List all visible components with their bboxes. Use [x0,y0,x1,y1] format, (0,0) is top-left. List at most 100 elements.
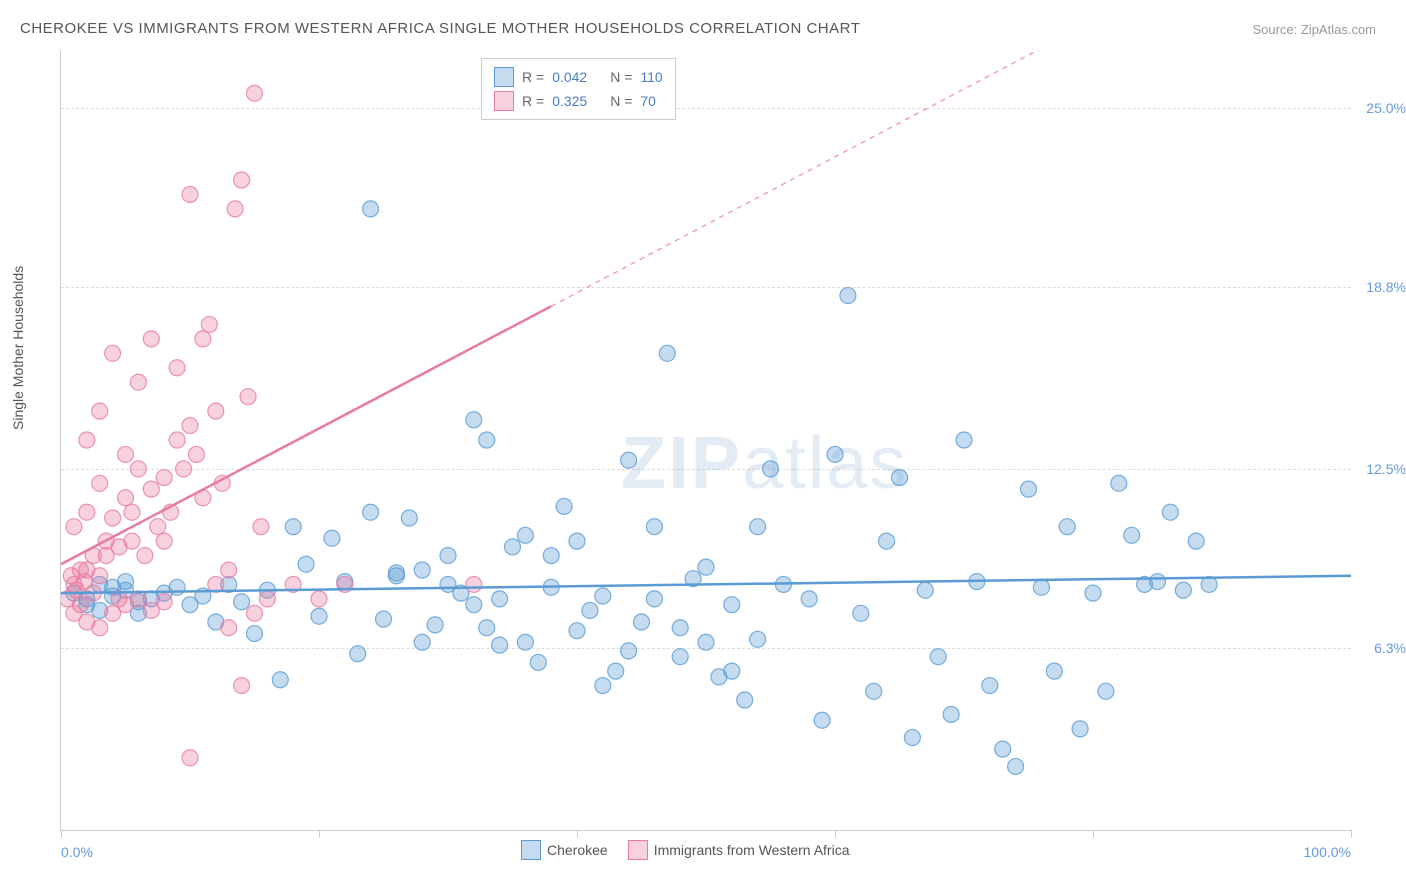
scatter-point [1124,527,1140,543]
y-tick-label: 6.3% [1374,640,1406,656]
legend-series-item: Immigrants from Western Africa [628,840,850,860]
chart-title: CHEROKEE VS IMMIGRANTS FROM WESTERN AFRI… [20,20,860,37]
scatter-point [595,588,611,604]
scatter-point [763,461,779,477]
legend-swatch [494,67,514,87]
scatter-point [672,649,688,665]
scatter-point [247,85,263,101]
scatter-point [169,360,185,376]
y-tick-label: 12.5% [1366,461,1406,477]
scatter-point [182,750,198,766]
scatter-point [169,432,185,448]
scatter-point [517,634,533,650]
scatter-point [111,539,127,555]
scatter-point [943,706,959,722]
scatter-point [285,519,301,535]
x-tick [1351,830,1352,838]
scatter-point [156,594,172,610]
scatter-plot-svg [61,50,1351,830]
scatter-point [621,643,637,659]
scatter-point [904,730,920,746]
scatter-point [130,461,146,477]
scatter-point [1111,475,1127,491]
scatter-point [311,591,327,607]
scatter-point [176,461,192,477]
scatter-point [750,519,766,535]
scatter-point [79,432,95,448]
scatter-point [659,345,675,361]
scatter-point [672,620,688,636]
scatter-point [188,446,204,462]
scatter-point [827,446,843,462]
scatter-point [569,533,585,549]
legend-r-value: 0.325 [552,93,602,109]
scatter-point [247,626,263,642]
legend-stats-row: R =0.042N =110 [494,65,663,89]
scatter-point [227,201,243,217]
scatter-point [1188,533,1204,549]
scatter-point [1021,481,1037,497]
scatter-point [595,678,611,694]
scatter-point [1033,579,1049,595]
scatter-point [543,548,559,564]
scatter-point [156,533,172,549]
scatter-point [311,608,327,624]
scatter-point [492,637,508,653]
scatter-point [698,634,714,650]
scatter-point [556,498,572,514]
scatter-point [376,611,392,627]
scatter-point [1072,721,1088,737]
scatter-point [324,530,340,546]
trend-line-solid [61,306,551,564]
scatter-point [92,568,108,584]
scatter-point [982,678,998,694]
scatter-point [363,201,379,217]
scatter-point [608,663,624,679]
scatter-point [150,519,166,535]
legend-n-value: 70 [640,93,656,109]
scatter-point [1175,582,1191,598]
legend-n-value: 110 [640,69,662,85]
scatter-point [479,432,495,448]
scatter-point [414,634,430,650]
x-tick [319,830,320,838]
scatter-point [350,646,366,662]
scatter-point [1098,683,1114,699]
legend-n-label: N = [610,69,632,85]
scatter-point [724,663,740,679]
scatter-point [92,403,108,419]
x-axis-max-label: 100.0% [1304,844,1351,860]
scatter-point [247,605,263,621]
legend-series: CherokeeImmigrants from Western Africa [521,840,850,860]
scatter-point [118,574,134,590]
scatter-point [440,576,456,592]
scatter-point [724,597,740,613]
scatter-point [917,582,933,598]
scatter-point [737,692,753,708]
scatter-point [182,418,198,434]
scatter-point [582,602,598,618]
legend-stats-row: R =0.325N =70 [494,89,663,113]
scatter-point [388,568,404,584]
scatter-point [930,649,946,665]
scatter-point [156,470,172,486]
scatter-point [440,548,456,564]
scatter-point [298,556,314,572]
scatter-point [79,504,95,520]
legend-r-label: R = [522,69,544,85]
scatter-point [492,591,508,607]
legend-series-label: Immigrants from Western Africa [654,842,850,858]
x-tick [835,830,836,838]
scatter-point [995,741,1011,757]
y-tick-label: 18.8% [1366,279,1406,295]
scatter-point [1008,758,1024,774]
legend-swatch [521,840,541,860]
scatter-point [750,631,766,647]
legend-stats: R =0.042N =110R =0.325N =70 [481,58,676,120]
scatter-point [621,452,637,468]
scatter-point [240,389,256,405]
scatter-point [634,614,650,630]
scatter-point [92,475,108,491]
scatter-point [105,510,121,526]
scatter-point [646,591,662,607]
